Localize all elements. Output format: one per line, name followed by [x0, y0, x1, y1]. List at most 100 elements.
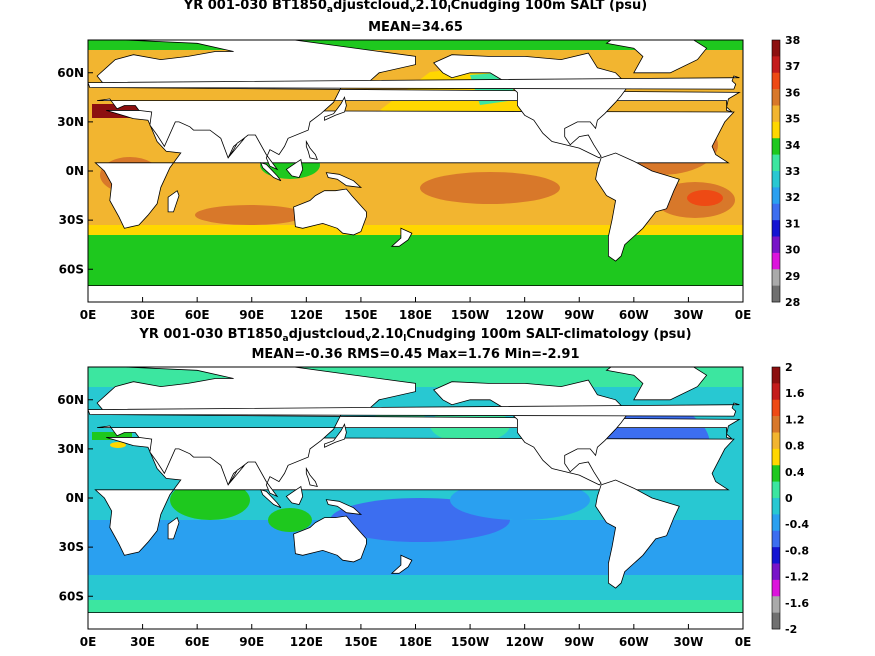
- colorbar-swatch: [772, 514, 780, 532]
- colorbar-label: 35: [785, 113, 800, 126]
- colorbar-label: 28: [785, 296, 800, 309]
- y-tick-label: 30N: [57, 115, 84, 129]
- colorbar-swatch: [772, 367, 780, 384]
- y-tick-label: 0N: [66, 164, 84, 178]
- colorbar-label: 38: [785, 34, 800, 47]
- colorbar-label: 1.6: [785, 387, 805, 400]
- x-tick-label: 30E: [130, 308, 155, 322]
- colorbar-swatch: [772, 220, 780, 237]
- land-india: [227, 137, 245, 159]
- top-panel-subtitle: MEAN=34.65: [368, 20, 463, 35]
- colorbar-swatch: [772, 187, 780, 205]
- top-panel-title: YR 001-030 BT1850adjustcloudv2.10lCnudgi…: [183, 0, 648, 15]
- x-tick-label: 120W: [506, 308, 544, 322]
- land-uk: [88, 75, 740, 90]
- colorbar-frame: [771, 366, 781, 630]
- colorbar-label: 1.2: [785, 413, 805, 426]
- land-southamerica: [595, 152, 680, 262]
- x-tick-label: 30E: [130, 635, 155, 649]
- land-borneo: [285, 158, 304, 178]
- colorbar-label: 31: [785, 217, 800, 230]
- land-mask-bottom: [88, 367, 743, 629]
- land-sumatra: [260, 489, 282, 509]
- colorbar-swatch: [772, 596, 780, 613]
- colorbar-label: 0: [785, 492, 793, 505]
- colorbar-swatch: [772, 448, 780, 466]
- colorbar-label: -1.6: [785, 597, 809, 610]
- x-tick-label: 150W: [451, 308, 489, 322]
- x-tick-label: 0E: [735, 308, 752, 322]
- colorbar-swatch: [772, 530, 780, 548]
- land-japan: [324, 423, 347, 448]
- colorbar-label: 0.4: [785, 466, 805, 479]
- x-tick-label: 120E: [290, 635, 323, 649]
- x-tick-label: 30W: [673, 635, 703, 649]
- colorbar-label: -2: [785, 623, 797, 636]
- colorbar-label: 33: [785, 165, 800, 178]
- colorbar-label: -1.2: [785, 571, 809, 584]
- land-greenland: [605, 367, 708, 401]
- colorbar-swatch: [772, 547, 780, 564]
- land-borneo: [285, 485, 304, 505]
- colorbar-label: 36: [785, 86, 801, 99]
- land-madagascar: [167, 516, 180, 540]
- colorbar-swatch: [772, 481, 780, 499]
- y-tick-label: 60S: [59, 262, 84, 276]
- land-australia: [293, 515, 367, 563]
- colorbar-swatch: [772, 465, 780, 482]
- land-sumatra: [260, 162, 282, 182]
- x-tick-label: 90W: [564, 635, 594, 649]
- land-newzealand: [390, 227, 413, 247]
- colorbar-label: -0.8: [785, 544, 809, 557]
- x-tick-label: 0E: [735, 635, 752, 649]
- y-tick-label: 60N: [57, 393, 84, 407]
- land-australia: [293, 188, 367, 236]
- x-tick-label: 120E: [290, 308, 323, 322]
- x-tick-label: 120W: [506, 635, 544, 649]
- land-southamerica: [595, 479, 680, 589]
- land-eurasia: [88, 40, 741, 171]
- y-tick-label: 0N: [66, 491, 84, 505]
- land-eurasia: [88, 367, 741, 498]
- x-tick-label: 180E: [399, 635, 432, 649]
- x-tick-label: 60E: [185, 308, 210, 322]
- land-newguinea: [325, 172, 363, 188]
- colorbar-swatch: [772, 432, 780, 450]
- x-tick-label: 0E: [80, 308, 97, 322]
- colorbar-label: -0.4: [785, 518, 809, 531]
- colorbar-swatch: [772, 121, 780, 139]
- colorbar-swatch: [772, 399, 780, 417]
- x-tick-label: 60W: [619, 635, 649, 649]
- x-tick-label: 30W: [673, 308, 703, 322]
- land-newguinea: [325, 499, 363, 515]
- colorbar-swatch: [772, 138, 780, 155]
- land-greenland: [605, 40, 708, 74]
- y-tick-label: 60N: [57, 66, 84, 80]
- top-colorbar: 38 37 36 35 34 33 32 31 30 29 28: [771, 34, 801, 309]
- colorbar-swatch: [772, 498, 780, 515]
- land-japan: [324, 96, 347, 121]
- x-tick-label: 150W: [451, 635, 489, 649]
- colorbar-swatch: [772, 171, 780, 188]
- colorbar-swatch: [772, 285, 780, 303]
- colorbar-swatch: [772, 269, 780, 286]
- land-madagascar: [167, 190, 180, 213]
- colorbar-swatch: [772, 563, 780, 581]
- colorbar-label: 0.8: [785, 440, 805, 453]
- colorbar-label: 29: [785, 270, 800, 283]
- bottom-panel-subtitle: MEAN=-0.36 RMS=0.45 Max=1.76 Min=-2.91: [251, 347, 580, 362]
- colorbar-swatch: [772, 154, 780, 172]
- colorbar-swatch: [772, 56, 780, 74]
- y-tick-label: 30N: [57, 442, 84, 456]
- land-mask-top: [88, 40, 743, 302]
- land-uk: [88, 402, 740, 417]
- x-tick-label: 150E: [344, 308, 377, 322]
- colorbar-swatch: [772, 203, 780, 221]
- land-philippines: [305, 466, 318, 488]
- colorbar-swatch: [772, 89, 780, 106]
- y-tick-label: 30S: [59, 540, 84, 554]
- x-tick-label: 0E: [80, 635, 97, 649]
- x-tick-label: 180E: [399, 308, 432, 322]
- colorbar-swatch: [772, 252, 780, 270]
- colorbar-swatch: [772, 236, 780, 254]
